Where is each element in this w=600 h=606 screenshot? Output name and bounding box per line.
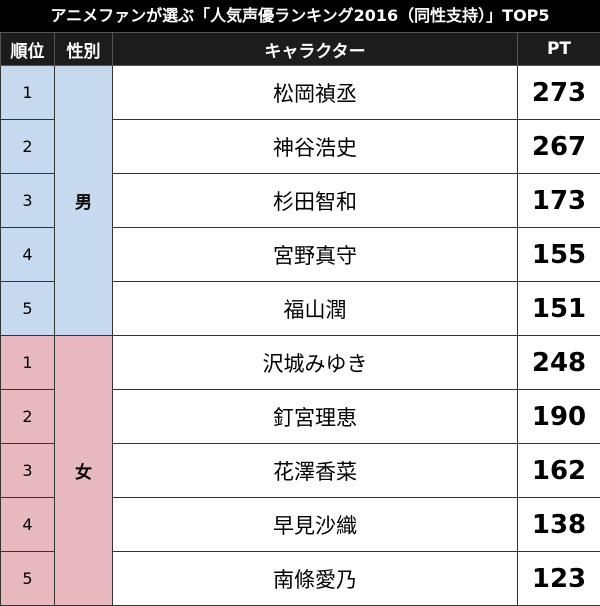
table-header-row: 順位 性別 キャラクター PT	[1, 33, 600, 66]
rank-cell: 3	[1, 174, 55, 228]
rank-cell: 3	[1, 444, 55, 498]
rank-cell: 5	[1, 282, 55, 336]
pt-cell: 173	[518, 174, 600, 228]
pt-cell: 273	[518, 66, 600, 120]
table-row: 1 男 松岡禎丞 273	[1, 66, 600, 120]
rank-cell: 2	[1, 390, 55, 444]
rank-cell: 1	[1, 66, 55, 120]
pt-cell: 248	[518, 336, 600, 390]
name-cell: 松岡禎丞	[113, 66, 518, 120]
rank-cell: 1	[1, 336, 55, 390]
gender-group-female: 女	[55, 336, 113, 606]
gender-group-male: 男	[55, 66, 113, 336]
pt-cell: 267	[518, 120, 600, 174]
header-pt: PT	[518, 33, 600, 66]
ranking-table: 順位 性別 キャラクター PT 1 男 松岡禎丞 273 2 神谷浩史 267 …	[0, 32, 600, 606]
name-cell: 沢城みゆき	[113, 336, 518, 390]
pt-cell: 138	[518, 498, 600, 552]
rank-cell: 4	[1, 498, 55, 552]
name-cell: 花澤香菜	[113, 444, 518, 498]
rank-cell: 2	[1, 120, 55, 174]
name-cell: 宮野真守	[113, 228, 518, 282]
name-cell: 南條愛乃	[113, 552, 518, 606]
pt-cell: 190	[518, 390, 600, 444]
name-cell: 杉田智和	[113, 174, 518, 228]
table-row: 1 女 沢城みゆき 248	[1, 336, 600, 390]
page-title: アニメファンが選ぶ「人気声優ランキング2016（同性支持）」TOP5	[0, 0, 600, 32]
rank-cell: 4	[1, 228, 55, 282]
rank-cell: 5	[1, 552, 55, 606]
pt-cell: 155	[518, 228, 600, 282]
name-cell: 福山潤	[113, 282, 518, 336]
name-cell: 早見沙織	[113, 498, 518, 552]
header-character: キャラクター	[113, 33, 518, 66]
pt-cell: 162	[518, 444, 600, 498]
name-cell: 釘宮理恵	[113, 390, 518, 444]
name-cell: 神谷浩史	[113, 120, 518, 174]
header-gender: 性別	[55, 33, 113, 66]
pt-cell: 123	[518, 552, 600, 606]
pt-cell: 151	[518, 282, 600, 336]
header-rank: 順位	[1, 33, 55, 66]
